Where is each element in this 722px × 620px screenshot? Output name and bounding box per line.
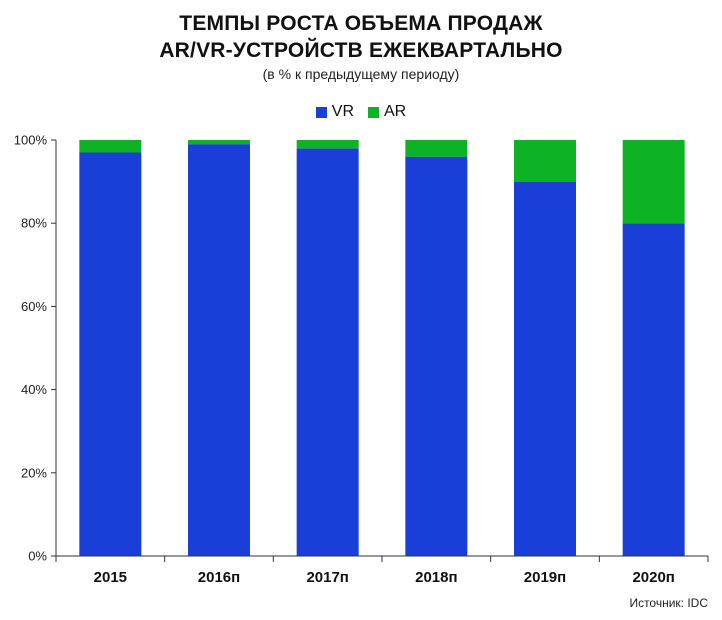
bar-vr-2017п xyxy=(296,148,359,556)
bar-ar-2016п xyxy=(188,140,250,145)
x-tick-label: 2016п xyxy=(198,569,240,586)
bar-vr-2016п xyxy=(188,144,250,556)
chart-title-line2: AR/VR-УСТРОЙСТВ ЕЖЕКВАРТАЛЬНО xyxy=(159,39,563,62)
x-tick-label: 2020п xyxy=(632,569,674,586)
bar-vr-2020п xyxy=(622,223,685,556)
bar-ar-2020п xyxy=(622,140,685,224)
bar-ar-2015 xyxy=(79,140,142,153)
chart-subtitle: (в % к предыдущему периоду) xyxy=(262,66,460,82)
legend-swatch-vr xyxy=(315,106,327,118)
y-tick-label: 0% xyxy=(28,549,47,564)
x-tick-label: 2015 xyxy=(94,569,127,586)
bar-vr-2019п xyxy=(514,181,576,556)
y-tick-label: 80% xyxy=(21,216,47,231)
legend-item-ar: AR xyxy=(368,103,406,121)
bar-ar-2017п xyxy=(296,140,359,149)
legend-item-vr: VR xyxy=(315,103,354,121)
x-tick-label: 2018п xyxy=(415,569,457,586)
legend-swatch-ar xyxy=(368,106,379,118)
x-tick-label: 2019п xyxy=(524,569,566,586)
chart-title-line1: ТЕМПЫ РОСТА ОБЪЕМА ПРОДАЖ xyxy=(179,12,543,35)
legend: VR AR xyxy=(0,103,722,121)
y-tick-label: 40% xyxy=(21,382,47,397)
y-tick-label: 100% xyxy=(14,133,48,148)
bar-ar-2019п xyxy=(514,140,576,182)
bar-vr-2018п xyxy=(405,156,468,556)
bar-ar-2018п xyxy=(405,140,468,157)
legend-label-vr: VR xyxy=(331,103,354,120)
bar-vr-2015 xyxy=(79,152,142,557)
x-tick-label: 2017п xyxy=(306,569,348,586)
y-tick-label: 60% xyxy=(21,299,47,314)
y-tick-label: 20% xyxy=(21,465,47,480)
source-note: Источник: IDC xyxy=(629,596,708,610)
chart-title: ТЕМПЫ РОСТА ОБЪЕМА ПРОДАЖ AR/VR-УСТРОЙСТ… xyxy=(0,10,722,64)
legend-label-ar: AR xyxy=(384,103,407,120)
